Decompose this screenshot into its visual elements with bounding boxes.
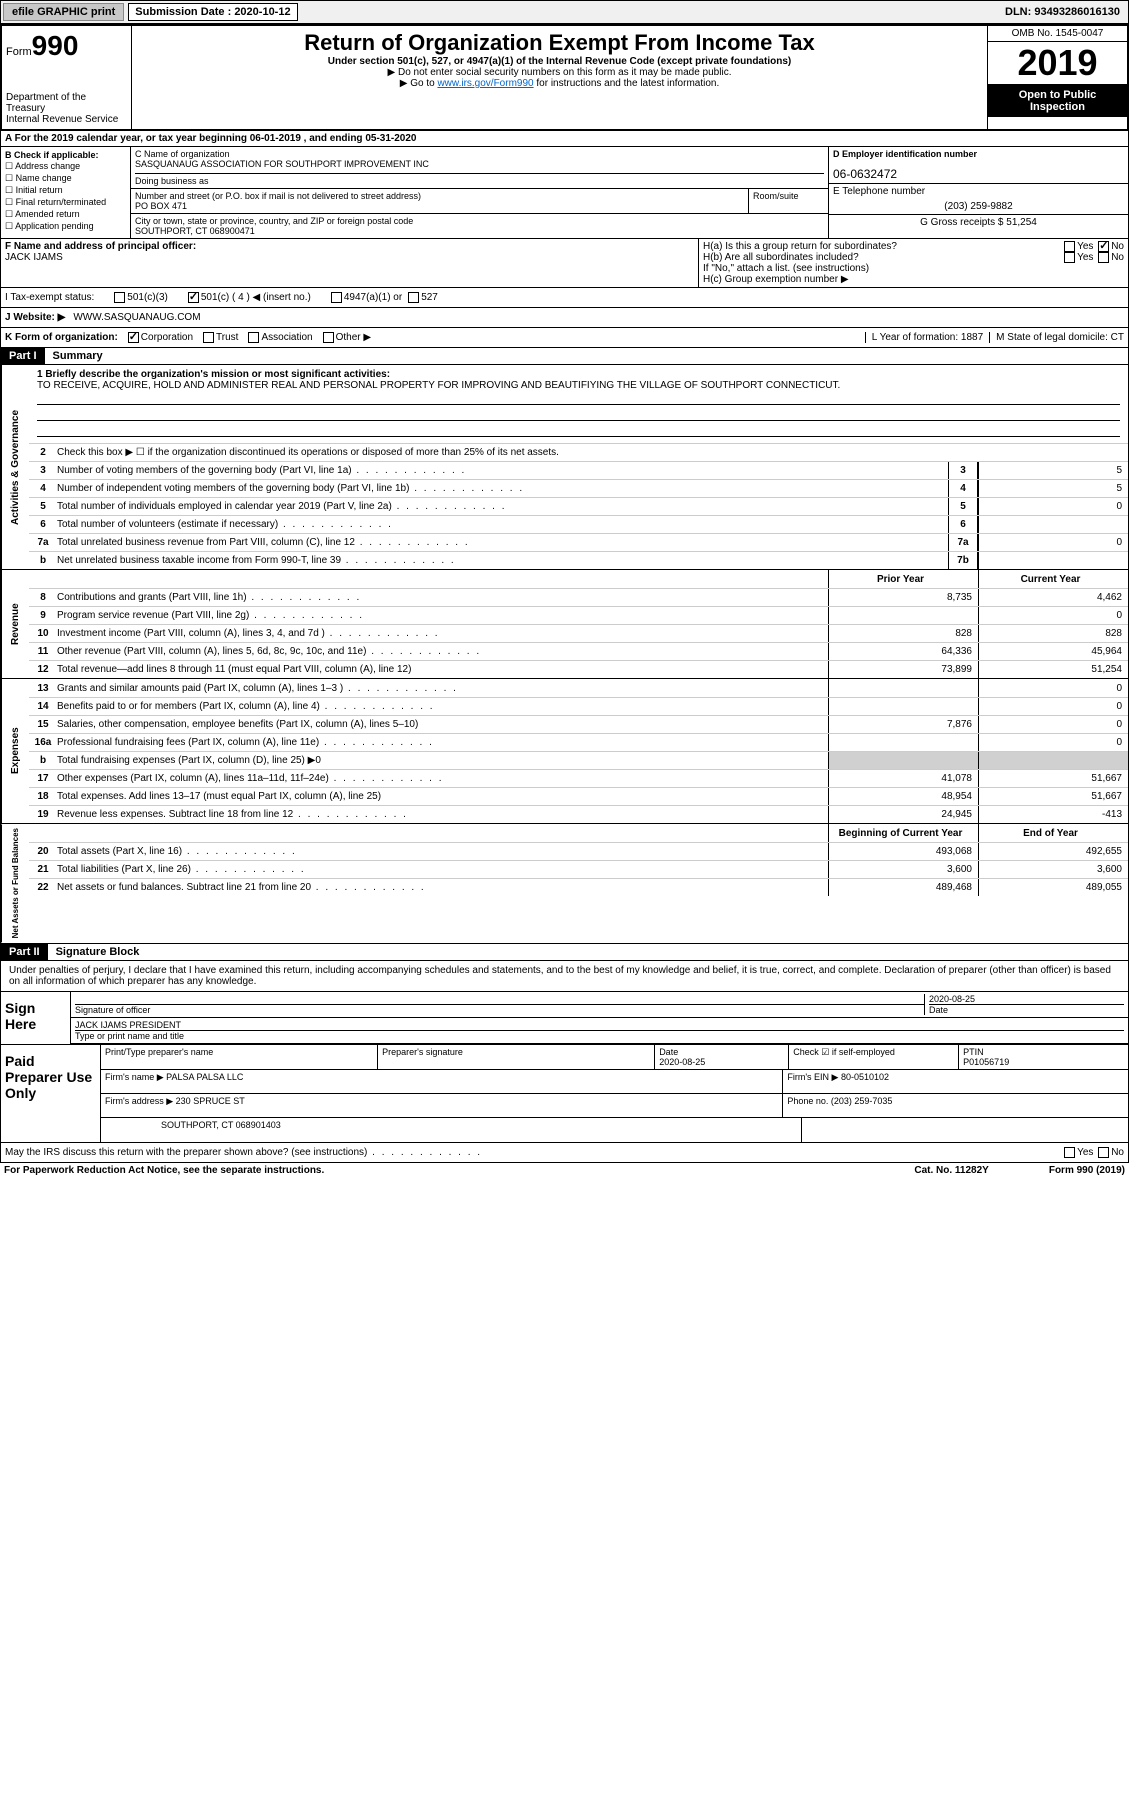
room-label: Room/suite xyxy=(748,189,828,213)
form-header: Form990 Department of the Treasury Inter… xyxy=(0,24,1129,131)
tax-year: 2019 xyxy=(988,42,1127,85)
section-f-h: F Name and address of principal officer:… xyxy=(0,239,1129,288)
website-value: WWW.SASQUANAUG.COM xyxy=(73,312,200,323)
org-city: SOUTHPORT, CT 068900471 xyxy=(135,226,824,236)
form990-link[interactable]: www.irs.gov/Form990 xyxy=(437,78,533,89)
ein-label: D Employer identification number xyxy=(833,149,1124,159)
officer-name-title: JACK IJAMS PRESIDENT xyxy=(75,1020,1124,1030)
discuss-question: May the IRS discuss this return with the… xyxy=(5,1147,482,1158)
addr-label: Number and street (or P.O. box if mail i… xyxy=(135,191,744,201)
part2-title: Signature Block xyxy=(48,944,148,960)
paid-preparer-label: Paid Preparer Use Only xyxy=(1,1045,101,1142)
dln: DLN: 93493286016130 xyxy=(999,4,1126,20)
vlabel-expenses: Expenses xyxy=(1,679,29,823)
state-domicile: M State of legal domicile: CT xyxy=(989,332,1124,343)
org-address: PO BOX 471 xyxy=(135,201,744,211)
org-name: SASQUANAUG ASSOCIATION FOR SOUTHPORT IMP… xyxy=(135,159,824,169)
open-public-badge: Open to Public Inspection xyxy=(988,85,1127,117)
part1-title: Summary xyxy=(45,348,111,364)
dba-label: Doing business as xyxy=(135,173,824,186)
form-of-org: K Form of organization: Corporation Trus… xyxy=(0,328,1129,348)
phone: (203) 259-9882 xyxy=(833,201,1124,212)
perjury-declaration: Under penalties of perjury, I declare th… xyxy=(1,961,1128,991)
tax-exempt-status: I Tax-exempt status: 501(c)(3) 501(c) ( … xyxy=(0,288,1129,308)
sign-here-label: Sign Here xyxy=(1,992,71,1044)
form-title: Return of Organization Exempt From Incom… xyxy=(136,30,983,56)
instructions-link-row: ▶ Go to www.irs.gov/Form990 for instruct… xyxy=(136,78,983,89)
website-row: J Website: ▶ WWW.SASQUANAUG.COM xyxy=(0,308,1129,328)
irs-label: Internal Revenue Service xyxy=(6,114,127,125)
efile-print-button[interactable]: efile GRAPHIC print xyxy=(3,3,124,21)
ein: 06-0632472 xyxy=(833,167,1124,181)
vlabel-net-assets: Net Assets or Fund Balances xyxy=(1,824,29,942)
officer-label: F Name and address of principal officer: xyxy=(5,241,694,252)
cat-no: Cat. No. 11282Y xyxy=(914,1165,988,1176)
org-name-label: C Name of organization xyxy=(135,149,824,159)
part2-tag: Part II xyxy=(1,944,48,960)
paperwork-notice: For Paperwork Reduction Act Notice, see … xyxy=(4,1165,324,1176)
gross-receipts: G Gross receipts $ 51,254 xyxy=(829,215,1128,230)
dept-label: Department of the Treasury xyxy=(6,92,127,114)
form-subtitle: Under section 501(c), 527, or 4947(a)(1)… xyxy=(136,56,983,67)
phone-label: E Telephone number xyxy=(833,186,1124,197)
firm-name: PALSA PALSA LLC xyxy=(166,1072,243,1082)
year-formation: L Year of formation: 1887 xyxy=(865,332,983,343)
check-applicable: B Check if applicable: ☐ Address change … xyxy=(1,147,131,238)
omb-number: OMB No. 1545-0047 xyxy=(988,26,1127,42)
top-bar: efile GRAPHIC print Submission Date : 20… xyxy=(0,0,1129,24)
city-label: City or town, state or province, country… xyxy=(135,216,824,226)
part1-tag: Part I xyxy=(1,348,45,364)
vlabel-revenue: Revenue xyxy=(1,570,29,678)
vlabel-governance: Activities & Governance xyxy=(1,365,29,569)
submission-date: Submission Date : 2020-10-12 xyxy=(128,3,297,21)
mission-text: TO RECEIVE, ACQUIRE, HOLD AND ADMINISTER… xyxy=(37,380,1120,391)
tax-period: A For the 2019 calendar year, or tax yea… xyxy=(0,131,1129,147)
officer-name: JACK IJAMS xyxy=(5,252,694,263)
ssn-note: ▶ Do not enter social security numbers o… xyxy=(136,67,983,78)
form-ref: Form 990 (2019) xyxy=(1049,1165,1125,1176)
form-number: Form990 xyxy=(6,30,127,62)
line1-label: 1 Briefly describe the organization's mi… xyxy=(37,369,1120,380)
section-b-c-d: B Check if applicable: ☐ Address change … xyxy=(0,147,1129,239)
